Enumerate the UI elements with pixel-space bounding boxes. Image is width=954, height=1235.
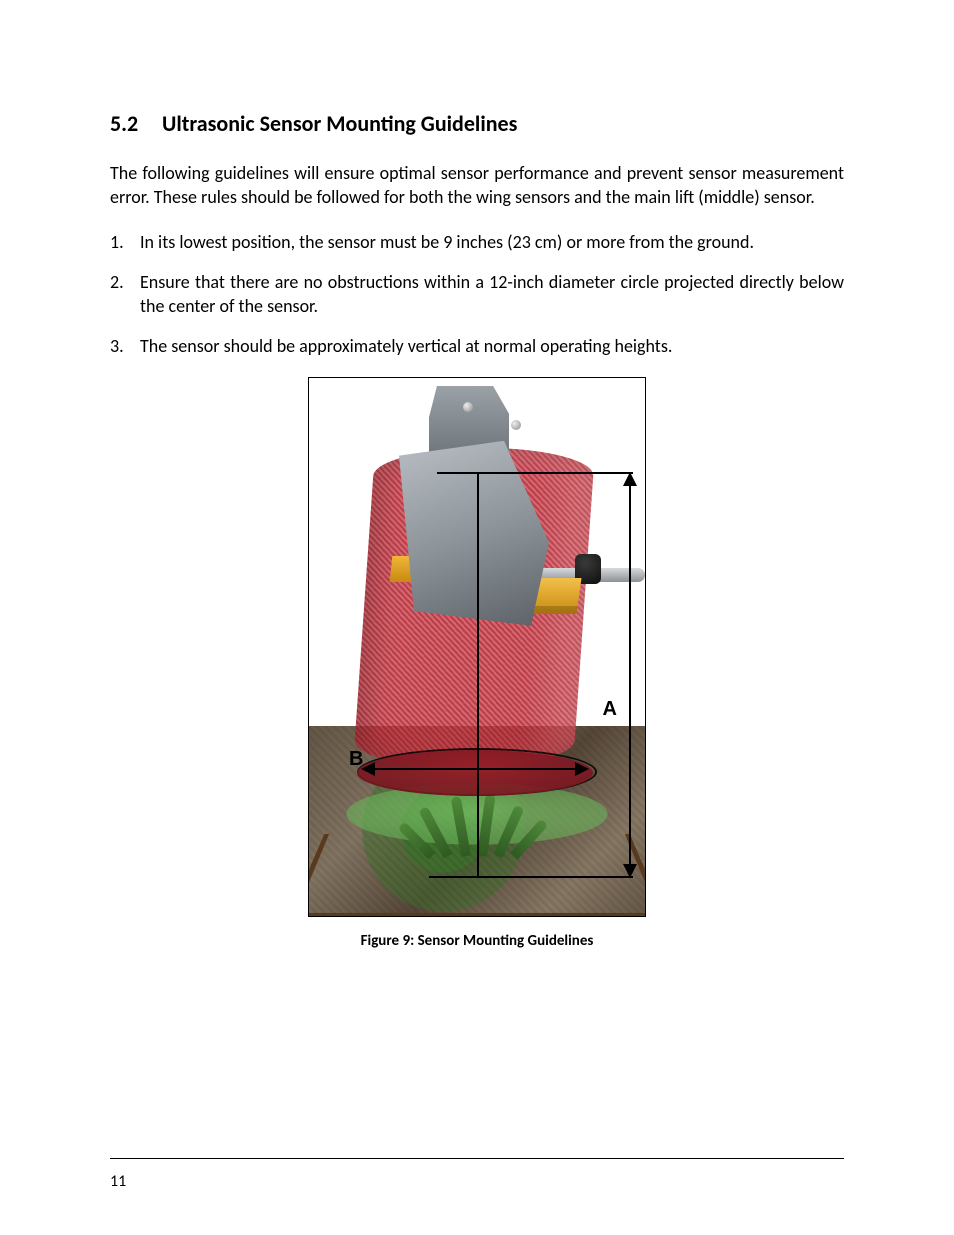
dim-b-arrow <box>363 768 587 770</box>
dim-a-centerline <box>477 472 479 878</box>
list-item: 1. In its lowest position, the sensor mu… <box>110 230 844 254</box>
list-text: The sensor should be approximately verti… <box>140 334 844 358</box>
footer-rule <box>110 1158 844 1159</box>
list-text: In its lowest position, the sensor must … <box>140 230 844 254</box>
list-item: 3. The sensor should be approximately ve… <box>110 334 844 358</box>
list-number: 1. <box>110 230 140 254</box>
list-item: 2. Ensure that there are no obstructions… <box>110 270 844 319</box>
dim-a-ext-top <box>437 472 633 474</box>
sensor-bracket <box>399 386 549 636</box>
section-heading: 5.2 Ultrasonic Sensor Mounting Guideline… <box>110 110 844 137</box>
label-b: B <box>349 748 363 771</box>
figure-block: A B Figure 9: Sensor Mounting Guidelines <box>110 377 844 950</box>
dim-a-ext-bottom <box>429 876 633 878</box>
list-number: 2. <box>110 270 140 319</box>
figure-frame: A B <box>308 377 646 917</box>
figure-caption: Figure 9: Sensor Mounting Guidelines <box>110 932 844 950</box>
heading-number: 5.2 <box>110 110 162 137</box>
guidelines-list: 1. In its lowest position, the sensor mu… <box>110 230 844 359</box>
heading-title: Ultrasonic Sensor Mounting Guidelines <box>162 110 517 137</box>
list-number: 3. <box>110 334 140 358</box>
dim-a-arrow <box>629 474 631 876</box>
page: 5.2 Ultrasonic Sensor Mounting Guideline… <box>0 0 954 1235</box>
label-a: A <box>603 698 617 721</box>
page-number: 11 <box>110 1172 126 1191</box>
list-text: Ensure that there are no obstructions wi… <box>140 270 844 319</box>
red-cylinder-base <box>357 750 593 796</box>
intro-paragraph: The following guidelines will ensure opt… <box>110 161 844 210</box>
